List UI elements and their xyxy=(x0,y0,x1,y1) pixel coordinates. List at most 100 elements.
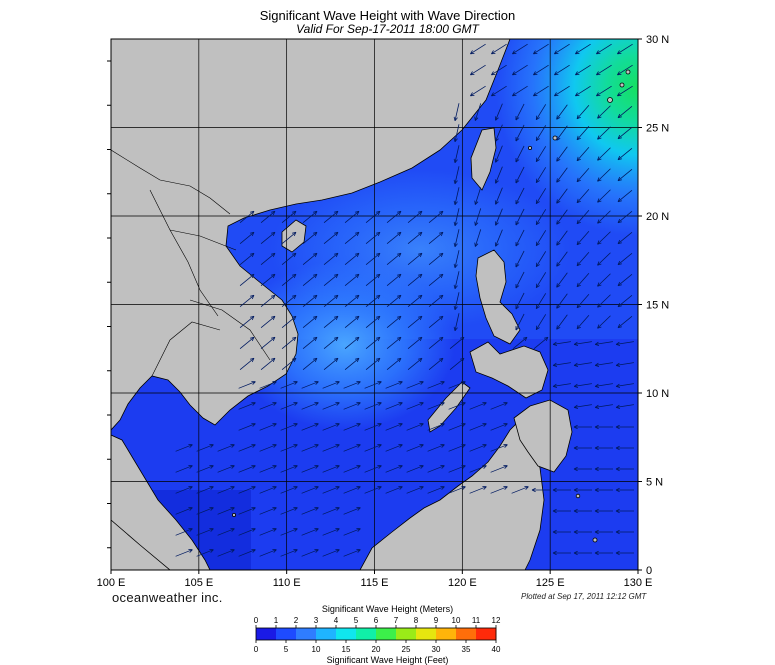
wave-arrow xyxy=(428,273,444,287)
wave-arrow xyxy=(597,105,611,119)
wave-arrow xyxy=(535,251,547,267)
wave-arrow xyxy=(556,146,568,162)
wave-arrow xyxy=(217,464,235,473)
wave-arrow xyxy=(617,43,633,55)
wave-arrow xyxy=(535,188,547,204)
wave-arrow xyxy=(576,188,590,204)
wave-arrow xyxy=(239,315,255,329)
colorbar-feet-title: Significant Wave Height (Feet) xyxy=(326,655,449,665)
wave-arrow xyxy=(469,464,487,473)
wave-arrow xyxy=(576,146,590,162)
wave-arrow xyxy=(615,466,634,472)
wave-arrow xyxy=(515,103,525,121)
wave-arrow xyxy=(554,85,570,97)
wave-arrow xyxy=(535,272,547,288)
wave-arrow xyxy=(238,422,256,431)
wave-arrow xyxy=(535,209,547,225)
wave-arrow xyxy=(453,250,460,269)
wave-arrow xyxy=(556,209,568,225)
graticule xyxy=(111,39,638,570)
wave-arrow xyxy=(344,357,360,371)
wave-arrow xyxy=(615,424,634,430)
wave-arrow xyxy=(428,210,444,224)
wave-arrow xyxy=(427,464,445,473)
wave-arrow xyxy=(617,168,633,182)
lon-tick-label: 120 E xyxy=(448,577,477,589)
wave-arrow xyxy=(453,292,460,311)
wave-arrow xyxy=(515,166,525,184)
wave-arrow xyxy=(196,548,214,557)
wave-arrow xyxy=(469,422,487,431)
wave-arrow xyxy=(407,336,423,350)
wave-arrow xyxy=(385,443,403,452)
wave-arrow xyxy=(281,294,297,308)
wave-arrow xyxy=(453,166,460,185)
wave-arrow xyxy=(615,508,634,514)
wave-arrow xyxy=(386,357,402,371)
wave-arrow xyxy=(344,315,360,329)
wave-arrow xyxy=(469,485,487,494)
wave-arrow xyxy=(364,422,382,431)
wave-arrow xyxy=(617,85,633,97)
wave-arrow xyxy=(281,210,297,224)
wave-arrow xyxy=(597,315,611,329)
wave-arrow xyxy=(259,485,277,494)
wave-arrow xyxy=(448,422,466,431)
wave-arrow xyxy=(365,315,381,329)
wave-arrow xyxy=(385,380,403,389)
wave-arrow xyxy=(494,103,503,121)
wave-arrow xyxy=(427,380,445,389)
wave-arrow xyxy=(512,64,528,76)
wave-arrow xyxy=(344,210,360,224)
wave-arrow xyxy=(494,124,503,142)
wave-arrow xyxy=(511,485,529,494)
wave-arrow xyxy=(597,189,611,203)
wave-arrow xyxy=(597,273,611,287)
visayas-islands xyxy=(469,341,549,399)
wave-arrow xyxy=(343,380,361,389)
wave-arrow xyxy=(407,357,423,371)
wave-arrow xyxy=(280,443,298,452)
wave-arrow xyxy=(575,43,591,55)
wave-arrow xyxy=(386,210,402,224)
wave-arrow xyxy=(280,527,298,536)
wave-arrow xyxy=(512,43,528,55)
wave-arrow xyxy=(533,43,549,55)
wave-arrow xyxy=(427,485,445,494)
wave-arrow xyxy=(259,506,277,515)
wave-arrow xyxy=(280,506,298,515)
wave-arrow xyxy=(617,273,633,287)
wave-arrow xyxy=(576,167,590,183)
wave-arrow xyxy=(617,189,633,203)
wave-arrow xyxy=(238,506,256,515)
wave-arrow xyxy=(554,43,570,55)
wave-arrow xyxy=(594,550,613,556)
wave-arrow xyxy=(322,443,340,452)
wave-arrow xyxy=(573,487,592,493)
wave-arrow xyxy=(617,126,633,140)
wave-arrow xyxy=(280,485,298,494)
wave-arrow xyxy=(428,252,444,266)
wave-arrow xyxy=(322,527,340,536)
wave-arrow xyxy=(301,527,319,536)
wave-arrow xyxy=(281,231,297,245)
wave-arrow xyxy=(238,380,256,389)
lon-tick-label: 105 E xyxy=(184,577,213,589)
wave-arrow xyxy=(596,85,612,97)
wave-arrow xyxy=(552,362,571,367)
borneo-island xyxy=(359,421,545,570)
wave-arrow xyxy=(490,464,508,473)
wave-arrow xyxy=(594,466,613,472)
wave-arrow xyxy=(515,313,525,331)
wave-arrow xyxy=(449,357,465,371)
wave-arrow xyxy=(515,292,525,310)
wave-arrow xyxy=(238,401,256,410)
wave-arrow xyxy=(323,252,339,266)
wave-arrow xyxy=(259,548,277,557)
wave-arrow xyxy=(576,125,590,141)
wave-arrow xyxy=(449,336,465,350)
wave-arrow xyxy=(365,252,381,266)
lat-tick-label: 0 xyxy=(646,565,652,577)
wave-arrow xyxy=(217,548,235,557)
wave-arrow xyxy=(406,380,424,389)
